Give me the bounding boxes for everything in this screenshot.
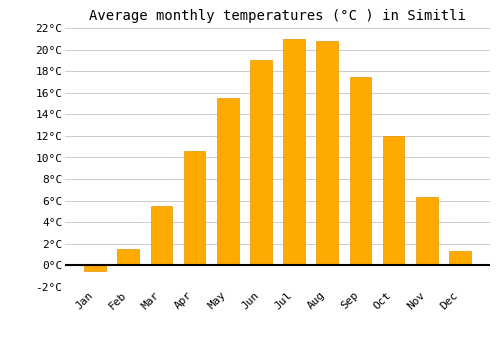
- Bar: [250, 60, 272, 265]
- Bar: [150, 206, 172, 265]
- Bar: [284, 39, 305, 265]
- Bar: [350, 77, 371, 265]
- Bar: [184, 151, 206, 265]
- Bar: [118, 249, 139, 265]
- Bar: [383, 136, 404, 265]
- Bar: [217, 98, 238, 265]
- Bar: [316, 41, 338, 265]
- Bar: [449, 251, 470, 265]
- Bar: [416, 197, 438, 265]
- Bar: [84, 265, 106, 271]
- Title: Average monthly temperatures (°C ) in Simitli: Average monthly temperatures (°C ) in Si…: [89, 9, 466, 23]
